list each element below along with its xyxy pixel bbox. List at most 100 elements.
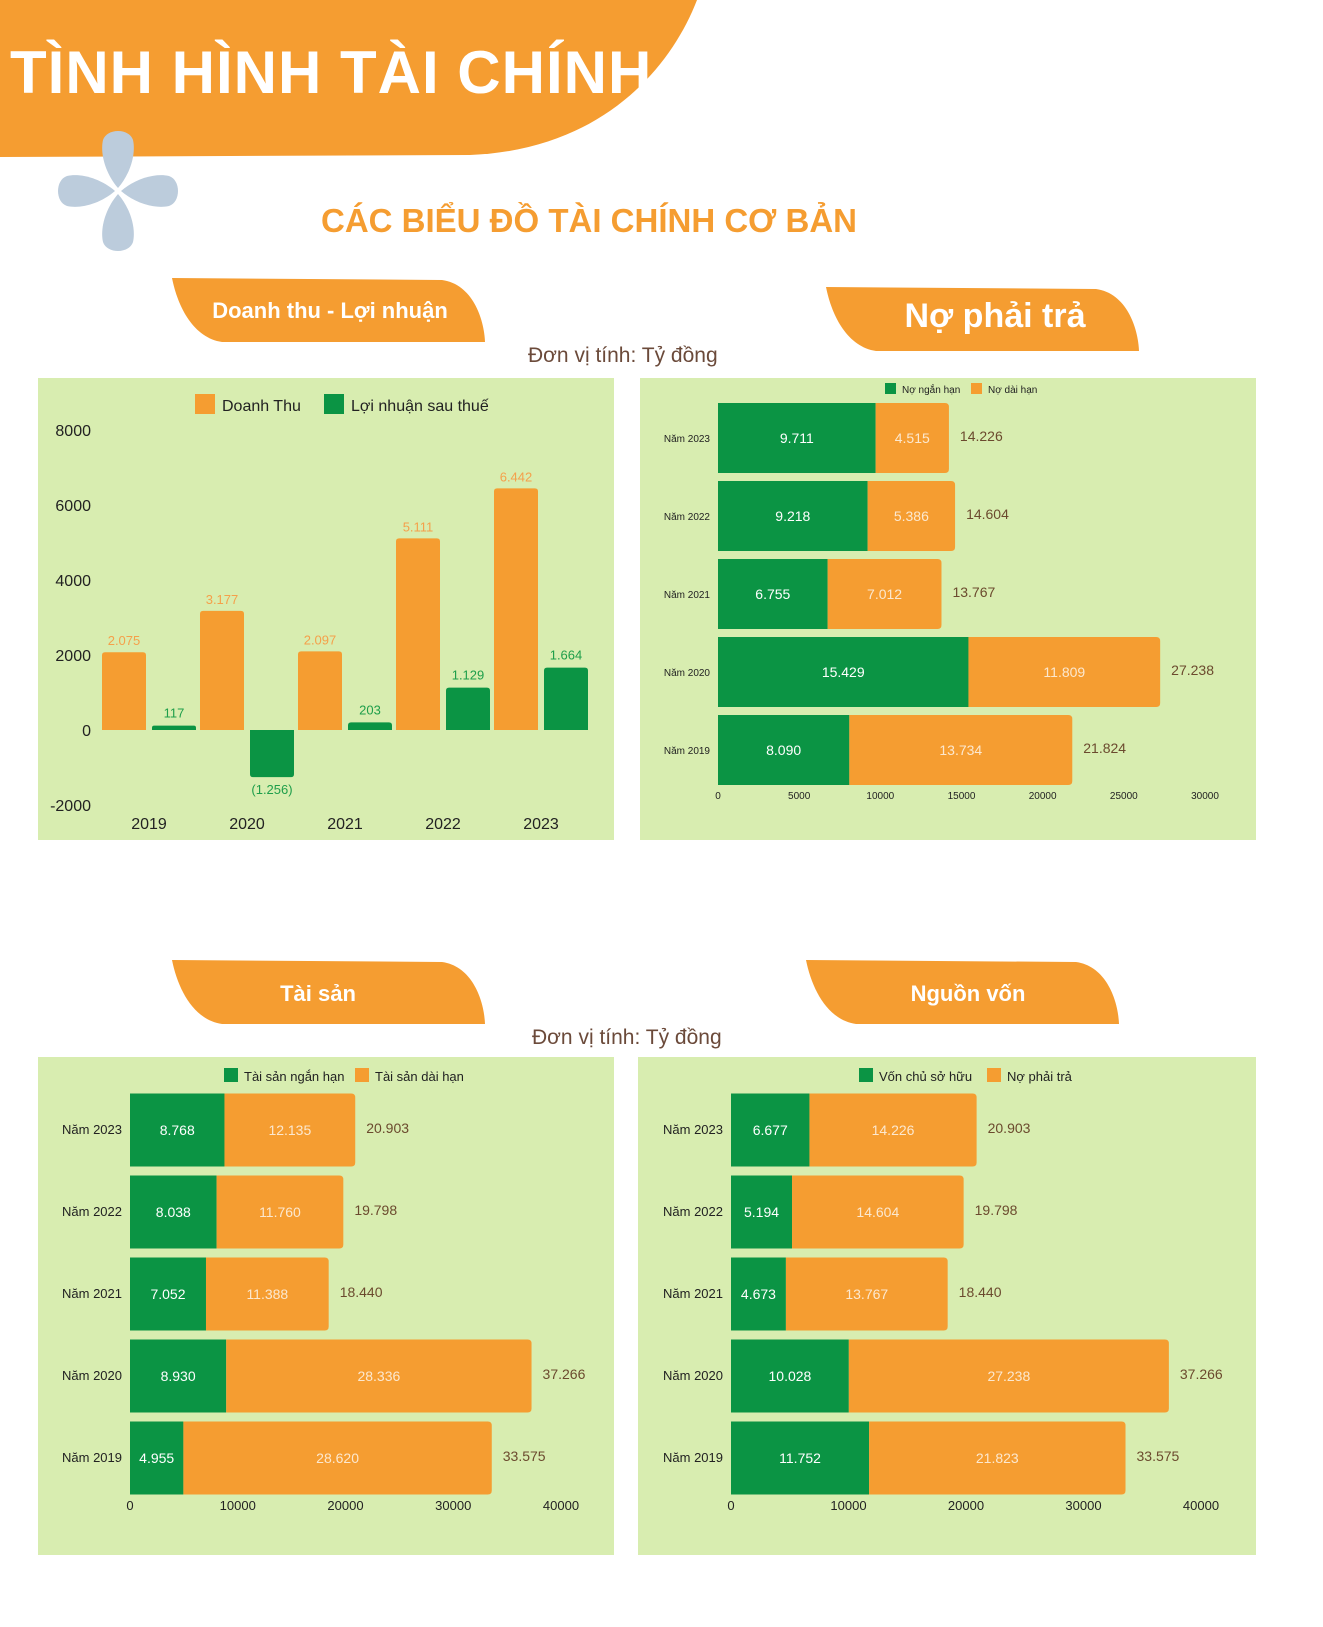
total-label: 37.266	[543, 1366, 586, 1382]
capital-chart: Vốn chủ sở hữu Nợ phải trả Năm 2023 6.677 14…	[663, 1068, 1223, 1513]
legend-label-liabilities: Nợ phải trả	[1007, 1069, 1073, 1084]
data-label-short-term-assets: 8.768	[160, 1122, 195, 1138]
y-tick-label: 4000	[55, 573, 91, 590]
x-tick-label: 30000	[1191, 791, 1219, 802]
total-label: 21.824	[1083, 740, 1126, 756]
bar-segment-equity	[731, 1339, 849, 1413]
total-label: 33.575	[1137, 1448, 1180, 1464]
x-tick-label: 15000	[948, 791, 976, 802]
data-label-short-term-debt: 9.711	[780, 430, 814, 446]
total-label: 18.440	[959, 1284, 1002, 1300]
category-label: Năm 2023	[663, 1122, 723, 1137]
assets-tab	[172, 960, 485, 1024]
bar-segment-equity	[731, 1257, 786, 1331]
x-tick-label: 5000	[788, 791, 811, 802]
data-label-short-term-assets: 8.930	[161, 1368, 196, 1384]
data-label-profit: 1.664	[550, 648, 583, 663]
bar-segment-long-term-debt	[849, 715, 1073, 785]
x-tick-label: 2021	[327, 816, 363, 833]
bar-segment-long-term-assets	[183, 1421, 492, 1495]
x-tick-label: 2019	[131, 816, 167, 833]
data-label-profit: 203	[359, 702, 381, 717]
total-label: 33.575	[503, 1448, 546, 1464]
bar-segment-long-term-debt	[968, 637, 1161, 707]
capital-tab-label: Nguồn vốn	[910, 981, 1026, 1006]
bar-segment-short-term-assets	[130, 1175, 217, 1249]
x-tick-label: 10000	[830, 1498, 866, 1513]
revenue-profit-panel: Doanh Thu Lợi nhuận sau thuế 8000 6000 4000 2…	[38, 378, 614, 840]
bar-segment-liabilities	[848, 1339, 1169, 1413]
x-tick-label: 25000	[1110, 791, 1138, 802]
x-tick-label: 20000	[948, 1498, 984, 1513]
bar-segment-long-term-debt	[867, 481, 956, 551]
bar-profit	[544, 667, 588, 730]
data-label-liabilities: 14.604	[856, 1204, 899, 1220]
x-tick-label: 30000	[435, 1498, 471, 1513]
bar-segment-short-term-debt	[718, 403, 876, 473]
data-label-long-term-debt: 11.809	[1043, 664, 1085, 680]
assets-chart: Tài sản ngắn hạn Tài sản dài hạn Năm 2023 8…	[62, 1068, 586, 1513]
liabilities-tab-label: Nợ phải trả	[904, 297, 1086, 335]
bar-segment-long-term-debt	[827, 559, 942, 629]
bar-revenue	[200, 610, 244, 730]
total-label: 14.604	[966, 506, 1009, 522]
bar-segment-liabilities	[792, 1175, 964, 1249]
data-label-profit: (1.256)	[251, 782, 292, 797]
x-tick-label: 20000	[327, 1498, 363, 1513]
bar-revenue	[396, 538, 440, 730]
capital-panel: Vốn chủ sở hữu Nợ phải trả Năm 2023 6.677 14…	[638, 1057, 1256, 1555]
bar-segment-short-term-assets	[130, 1421, 184, 1495]
category-label: Năm 2021	[663, 1286, 723, 1301]
data-label-long-term-assets: 11.388	[246, 1286, 288, 1302]
category-label: Năm 2022	[62, 1204, 122, 1219]
category-label: Năm 2020	[664, 668, 711, 679]
legend-swatch-revenue	[195, 394, 215, 414]
legend-label-equity: Vốn chủ sở hữu	[879, 1069, 972, 1084]
category-label: Năm 2023	[664, 434, 711, 445]
legend-swatch-equity	[859, 1068, 873, 1082]
revenue-profit-chart: Doanh Thu Lợi nhuận sau thuế 8000 6000 4000 2…	[50, 394, 588, 833]
assets-panel: Tài sản ngắn hạn Tài sản dài hạn Năm 2023 8…	[38, 1057, 614, 1555]
data-label-revenue: 5.111	[403, 519, 434, 534]
data-label-long-term-debt: 7.012	[867, 586, 902, 602]
bar-segment-short-term-debt	[718, 481, 868, 551]
data-label-revenue: 3.177	[206, 592, 239, 607]
y-tick-label: 0	[82, 723, 91, 740]
data-label-long-term-debt: 5.386	[894, 508, 929, 524]
y-tick-label: 8000	[55, 423, 91, 440]
legend-label-profit: Lợi nhuận sau thuế	[351, 398, 489, 415]
data-label-long-term-debt: 13.734	[939, 742, 982, 758]
data-label-short-term-debt: 6.755	[755, 586, 790, 602]
revenue-profit-tab-label: Doanh thu - Lợi nhuận	[212, 298, 448, 323]
data-label-short-term-debt: 15.429	[822, 664, 865, 680]
x-tick-label: 40000	[543, 1498, 579, 1513]
data-label-long-term-assets: 11.760	[259, 1204, 301, 1220]
data-label-short-term-assets: 4.955	[139, 1450, 174, 1466]
data-label-long-term-assets: 28.336	[357, 1368, 400, 1384]
capital-tab	[806, 960, 1119, 1024]
bar-segment-long-term-assets	[224, 1093, 356, 1167]
bar-segment-equity	[731, 1421, 870, 1495]
legend-swatch-short-term-debt	[885, 383, 896, 394]
total-label: 20.903	[366, 1120, 409, 1136]
liabilities-chart: Nợ ngắn hạn Nợ dài hạn Năm 2023 9.711 4.515 1…	[664, 383, 1219, 802]
bar-profit	[348, 722, 392, 730]
data-label-revenue: 2.097	[304, 632, 337, 647]
bar-revenue	[494, 488, 538, 730]
category-label: Năm 2019	[663, 1450, 723, 1465]
x-tick-label: 0	[715, 791, 721, 802]
legend-label-short-term-assets: Tài sản ngắn hạn	[244, 1069, 344, 1084]
section-subtitle: CÁC BIỂU ĐỒ TÀI CHÍNH CƠ BẢN	[321, 202, 857, 239]
legend-label-revenue: Doanh Thu	[222, 398, 301, 415]
data-label-liabilities: 21.823	[976, 1450, 1019, 1466]
data-label-long-term-debt: 4.515	[895, 430, 930, 446]
bar-segment-liabilities	[809, 1093, 977, 1167]
bar-segment-short-term-assets	[130, 1093, 225, 1167]
data-label-revenue: 6.442	[500, 469, 533, 484]
data-label-equity: 10.028	[769, 1368, 812, 1384]
bar-segment-short-term-assets	[130, 1339, 227, 1413]
data-label-short-term-assets: 8.038	[156, 1204, 191, 1220]
bar-segment-short-term-debt	[718, 715, 850, 785]
category-label: Năm 2022	[664, 512, 711, 523]
bar-segment-equity	[731, 1175, 793, 1249]
